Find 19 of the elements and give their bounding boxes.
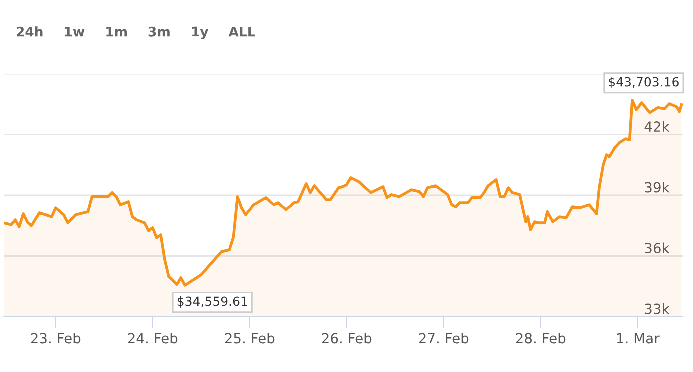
x-tick-label: 26. Feb <box>322 332 372 344</box>
x-tick-label: 27. Feb <box>419 332 469 344</box>
annotation: $34,559.61 <box>178 296 248 308</box>
y-tick-label: 39k <box>645 182 670 193</box>
annotation: $43,703.16 <box>609 77 679 88</box>
x-tick-label: 1. Mar <box>617 333 660 344</box>
text: 3m <box>148 26 170 37</box>
text: 1y <box>192 26 209 40</box>
y-tick-label: 36k <box>645 242 670 254</box>
x-tick-label: 28. Feb <box>516 332 566 344</box>
x-tick-label: 25. Feb <box>225 332 275 344</box>
text: ALL <box>228 27 256 37</box>
text: 1w <box>65 27 85 37</box>
text: 24h <box>17 26 43 37</box>
x-tick-label: 23. Feb <box>31 332 81 344</box>
y-tick-label: 42k <box>644 121 670 132</box>
x-tick-label: 24. Feb <box>128 332 178 344</box>
text: 1m <box>106 27 128 37</box>
y-tick-label: 33k <box>645 304 670 314</box>
